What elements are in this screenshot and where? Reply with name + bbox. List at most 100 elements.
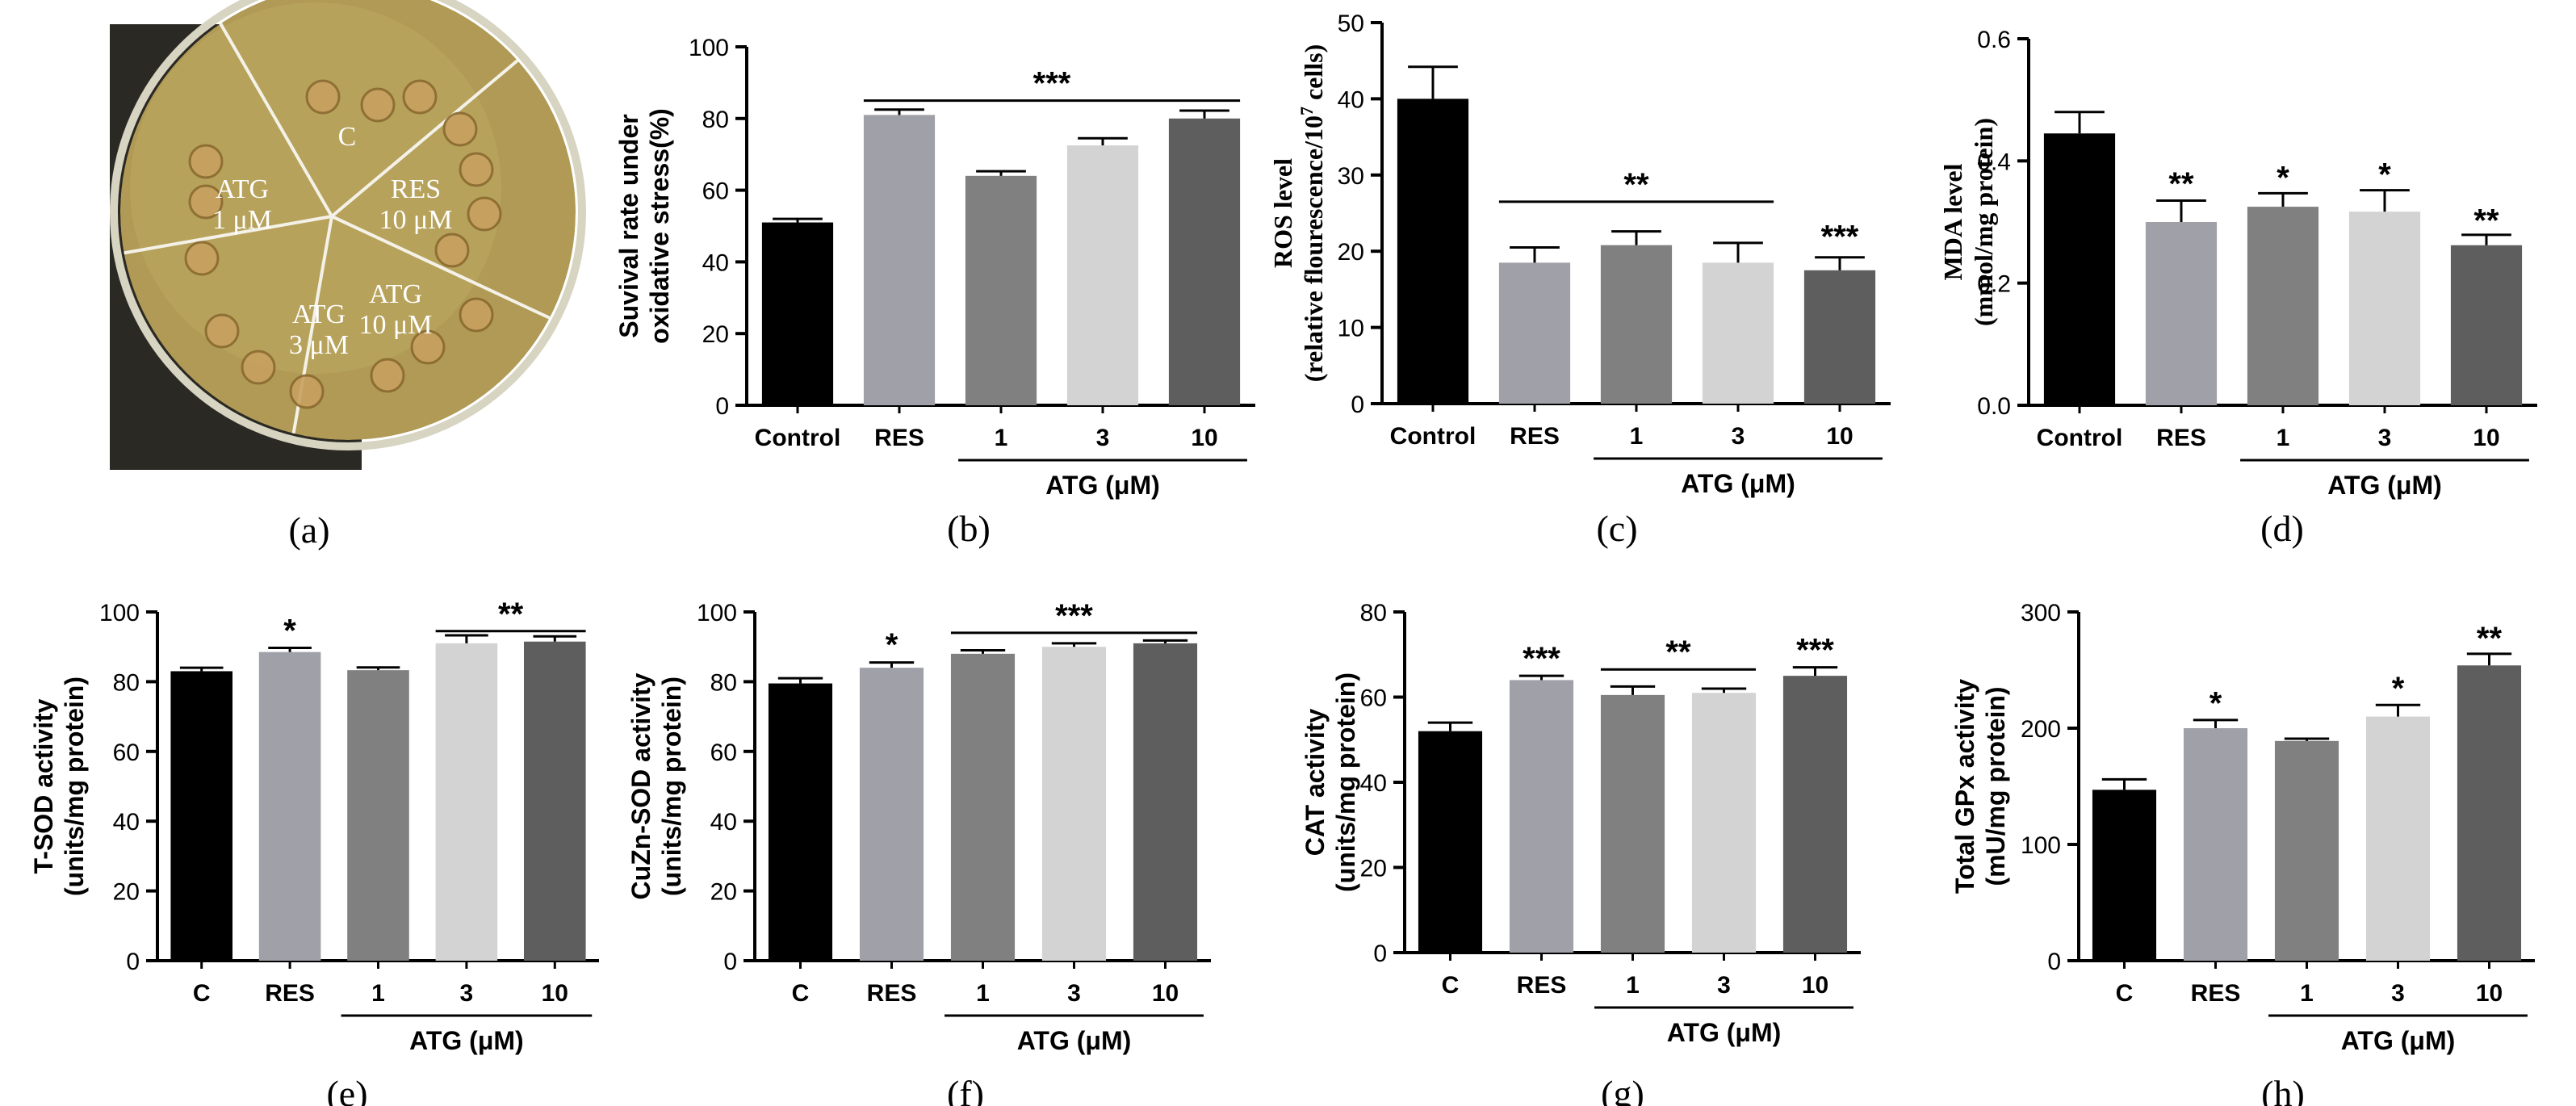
- significance-label: **: [2473, 203, 2499, 238]
- x-tick-label: 1: [2277, 425, 2290, 451]
- y-axis-label-line: CuZn-SOD activity: [626, 672, 656, 899]
- colony-spot: [402, 79, 438, 115]
- y-axis-label: MDA level(mmol/mg protein): [1938, 118, 1998, 326]
- x-tick-label: C: [193, 980, 211, 1007]
- y-axis-label-line: (units/mg protein): [60, 677, 89, 896]
- bar-0: [1418, 731, 1483, 953]
- bar-0: [170, 671, 232, 961]
- significance-label: **: [498, 597, 524, 632]
- colony-spot: [459, 152, 494, 187]
- bar-2: [1600, 694, 1665, 953]
- colony-spot: [442, 111, 478, 147]
- sector-label-4: ATG: [216, 174, 269, 204]
- x-tick-label: 10: [2473, 425, 2499, 451]
- x-tick-label: 10: [2476, 980, 2503, 1007]
- y-axis-label-line: T-SOD activity: [29, 698, 58, 873]
- significance-label: ***: [1523, 641, 1560, 677]
- sector-divider-4: [120, 215, 333, 274]
- y-tick-label: 40: [702, 249, 729, 276]
- x-tick-label: 10: [1826, 423, 1853, 450]
- x-tick-label: 10: [542, 980, 568, 1007]
- bar-3: [1702, 262, 1774, 404]
- bar-3: [1691, 693, 1757, 953]
- y-tick-label: 200: [2021, 716, 2061, 743]
- x-tick-label: 1: [976, 980, 990, 1007]
- x-tick-label: RES: [1510, 423, 1560, 450]
- chart-caption: (c): [1596, 508, 1637, 549]
- significance-label: *: [2209, 686, 2222, 722]
- x-tick-label: 1: [995, 425, 1008, 451]
- significance-label: *: [2392, 671, 2405, 706]
- bar-2: [2247, 207, 2319, 405]
- group-label: ATG (μM): [409, 1026, 524, 1055]
- x-tick-label: 3: [460, 980, 474, 1007]
- caption-a: (a): [288, 509, 330, 551]
- colony-spot: [305, 79, 341, 115]
- bar-4: [2457, 665, 2522, 961]
- sector-divider-2: [331, 215, 576, 354]
- bar-1: [258, 651, 321, 961]
- x-tick-label: 3: [1732, 423, 1745, 450]
- x-tick-label: 3: [1717, 972, 1731, 999]
- x-tick-label: RES: [265, 980, 315, 1007]
- bar-0: [2092, 790, 2157, 961]
- x-tick-label: RES: [2191, 980, 2241, 1007]
- bar-4: [1133, 643, 1198, 961]
- bar-0: [761, 222, 834, 405]
- chart-caption: (h): [2261, 1073, 2305, 1106]
- x-tick-label: RES: [1517, 972, 1567, 999]
- bar-0: [1397, 98, 1469, 404]
- group-label: ATG (μM): [2341, 1026, 2456, 1055]
- y-axis-label-line: CAT activity: [1301, 709, 1330, 857]
- x-tick-label: C: [2116, 980, 2134, 1007]
- bar-3: [2348, 212, 2421, 405]
- x-tick-label: RES: [867, 980, 917, 1007]
- bar-1: [859, 668, 924, 961]
- y-tick-label: 80: [710, 669, 737, 696]
- y-axis-label: Suvival rate underoxidative stress(%): [614, 108, 674, 344]
- colony-spot: [434, 233, 470, 268]
- bar-3: [1066, 145, 1139, 405]
- x-tick-label: Control: [755, 425, 841, 451]
- sector-sublabel-3: 3 μM: [289, 330, 349, 360]
- y-tick-label: 40: [1338, 86, 1364, 113]
- x-tick-label: 3: [2391, 980, 2405, 1007]
- sector-sublabel-4: 1 μM: [212, 205, 272, 235]
- y-tick-label: 20: [1338, 239, 1364, 266]
- y-axis-label: Total GPx activity(mU/mg protein): [1950, 679, 2010, 894]
- y-tick-label: 10: [1338, 316, 1364, 342]
- group-label: ATG (μM): [2327, 471, 2442, 500]
- colony-spot: [467, 196, 502, 232]
- y-tick-label: 80: [113, 669, 140, 696]
- y-tick-label: 100: [697, 600, 737, 626]
- y-tick-label: 50: [1338, 10, 1364, 37]
- y-tick-label: 60: [710, 739, 737, 766]
- y-axis-label-rest: cells): [1299, 44, 1328, 107]
- chart-caption: (b): [947, 508, 991, 549]
- bar-2: [1600, 245, 1673, 404]
- significance-label: ***: [1821, 219, 1859, 254]
- bar-1: [2145, 222, 2218, 405]
- sector-divider-0: [169, 0, 333, 217]
- bar-3: [2365, 716, 2431, 961]
- y-axis-label-line: (units/mg protein): [657, 677, 686, 896]
- y-axis-label-line: MDA level: [1938, 163, 1967, 280]
- bar-4: [524, 641, 586, 961]
- x-tick-label: 1: [1626, 972, 1640, 999]
- x-tick-label: 10: [1802, 972, 1828, 999]
- significance-label: **: [1623, 167, 1649, 203]
- significance-label: ***: [1033, 66, 1071, 102]
- y-tick-label: 40: [113, 809, 140, 836]
- y-tick-label: 0: [723, 949, 737, 975]
- x-tick-label: Control: [2037, 425, 2123, 451]
- y-tick-label: 0.6: [1977, 27, 2011, 53]
- y-tick-label: 100: [2021, 832, 2061, 859]
